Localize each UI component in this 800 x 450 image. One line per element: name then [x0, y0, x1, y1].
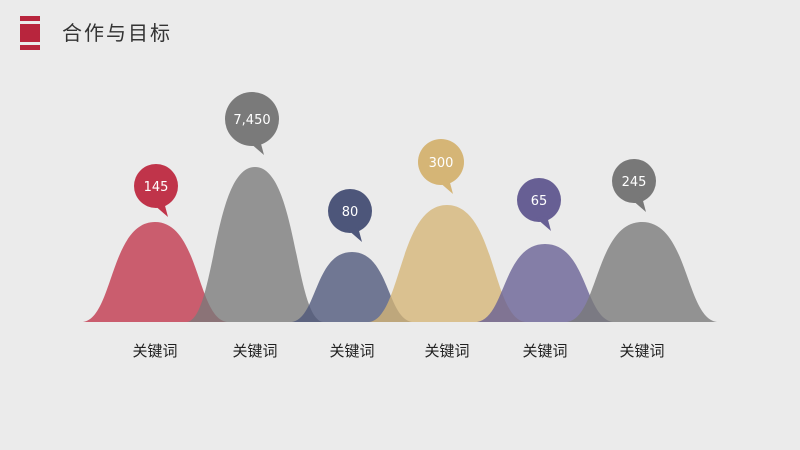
- category-label-3: 关键词: [329, 342, 374, 360]
- logo-bar-top: [20, 16, 40, 21]
- mound-4: [369, 205, 525, 322]
- value-bubble-2: 7,450: [225, 92, 279, 155]
- mound-2: [187, 167, 323, 322]
- bubble-circle-6: [612, 159, 656, 203]
- value-label-1: 145: [144, 180, 169, 195]
- bubble-tail-6: [631, 197, 646, 212]
- value-label-6: 245: [622, 175, 647, 190]
- value-bubble-6: 245: [612, 159, 656, 212]
- value-label-2: 7,450: [233, 113, 270, 128]
- mound-1: [83, 222, 227, 322]
- value-label-4: 300: [429, 156, 454, 171]
- category-label-4: 关键词: [424, 342, 469, 360]
- category-label-6: 关键词: [619, 342, 664, 360]
- bubble-tail-3: [347, 227, 362, 242]
- value-label-3: 80: [342, 205, 359, 220]
- bubble-tail-4: [438, 179, 453, 194]
- mound-6: [567, 222, 717, 322]
- value-bubble-4: 300: [418, 139, 464, 194]
- page-title: 合作与目标: [62, 21, 172, 45]
- category-label-1: 关键词: [132, 342, 177, 360]
- value-bubble-3: 80: [328, 189, 372, 242]
- value-bubble-1: 145: [134, 164, 178, 217]
- category-label-2: 关键词: [232, 342, 277, 360]
- category-label-5: 关键词: [522, 342, 567, 360]
- bubble-circle-2: [225, 92, 279, 146]
- value-label-5: 65: [531, 194, 548, 209]
- bubble-circle-3: [328, 189, 372, 233]
- bubble-circle-5: [517, 178, 561, 222]
- bubble-tail-5: [536, 216, 551, 231]
- bubble-tail-2: [249, 140, 264, 155]
- mound-3: [292, 252, 412, 322]
- logo-bar-bottom: [20, 45, 40, 50]
- header-logo-mark: [20, 16, 40, 50]
- bubble-tail-1: [153, 202, 168, 217]
- bubble-circle-1: [134, 164, 178, 208]
- mound-5: [477, 244, 613, 322]
- value-bubble-5: 65: [517, 178, 561, 231]
- logo-bar-middle: [20, 24, 40, 42]
- bubble-circle-4: [418, 139, 464, 185]
